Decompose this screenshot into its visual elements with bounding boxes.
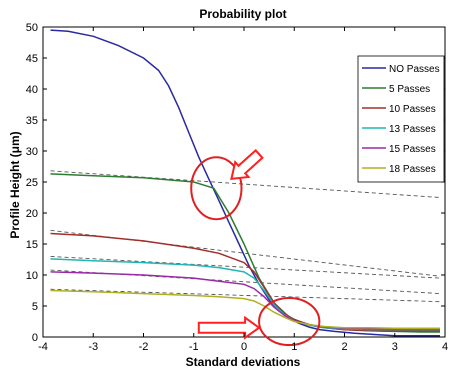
y-axis-ticks: 0 5 10 15 20 25 30 35 40 45 50 [26, 22, 445, 344]
y-tick-label: 5 [32, 301, 38, 313]
x-tick-label: 1 [291, 341, 297, 353]
y-tick-label: 15 [26, 239, 38, 251]
series-line-0 [50, 29, 440, 337]
fit-line-2 [50, 255, 441, 279]
series-line-4 [50, 271, 440, 330]
y-tick-label: 25 [26, 177, 38, 189]
x-tick-label: -3 [88, 341, 98, 353]
annotation-circle-1 [258, 296, 321, 347]
x-tick-label: -1 [189, 341, 199, 353]
y-tick-label: 35 [26, 115, 38, 127]
x-axis-ticks: -4 -3 -2 -1 0 1 2 3 4 [38, 27, 448, 353]
y-tick-label: 30 [26, 146, 38, 158]
x-tick-label: 0 [241, 341, 247, 353]
series-line-5 [50, 289, 440, 330]
x-tick-label: -4 [38, 341, 48, 353]
annotation-circle-0 [190, 156, 243, 221]
series-line-2 [50, 232, 440, 332]
legend: NO Passes 5 Passes 10 Passes 13 Passes 15 Pa… [357, 55, 445, 183]
x-tick-label: 4 [442, 341, 448, 353]
y-tick-label: 45 [26, 53, 38, 65]
legend-label: 10 Passes [389, 104, 436, 115]
x-tick-label: -2 [139, 341, 149, 353]
chart-title: Probability plot [199, 7, 286, 21]
annotation-arrow-1 [197, 315, 261, 340]
legend-label: 13 Passes [389, 124, 436, 135]
fit-line-4 [50, 288, 440, 303]
x-tick-label: 3 [392, 341, 398, 353]
legend-label: NO Passes [389, 64, 440, 75]
y-axis-label: Profile Height (μm) [8, 131, 22, 238]
y-tick-label: 20 [26, 208, 38, 220]
y-tick-label: 10 [26, 270, 38, 282]
y-tick-label: 0 [32, 332, 38, 344]
x-axis-label: Standard deviations [186, 355, 301, 369]
y-tick-label: 50 [26, 22, 38, 34]
annotation-arrow-0 [230, 148, 264, 181]
legend-label: 15 Passes [389, 144, 436, 155]
y-tick-label: 40 [26, 84, 38, 96]
fit-line-0 [50, 170, 441, 198]
legend-label: 18 Passes [389, 164, 436, 175]
legend-label: 5 Passes [389, 84, 430, 95]
legend-box [357, 55, 445, 183]
x-tick-label: 2 [341, 341, 347, 353]
